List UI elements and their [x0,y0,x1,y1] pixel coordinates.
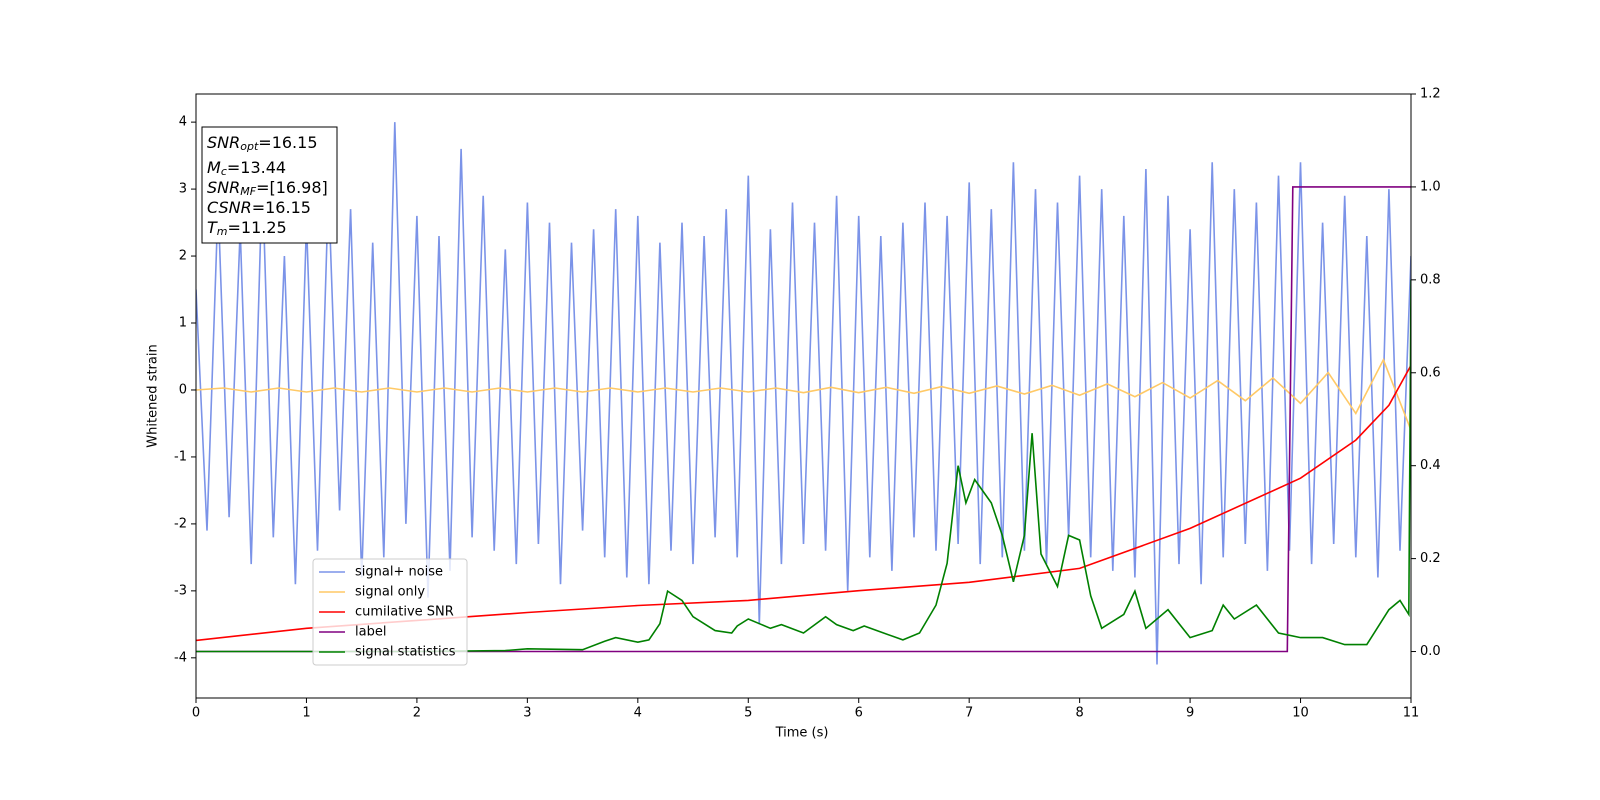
y2-tick-label: 0.0 [1420,644,1441,659]
legend-label: signal+ noise [355,565,443,580]
annotation: CSNR=16.15 [207,198,311,217]
x-tick-label: 3 [523,706,531,721]
y2-tick-label: 0.6 [1420,365,1441,380]
series-line [196,122,1411,665]
x-tick-label: 9 [1186,706,1194,721]
x-tick-label: 6 [855,706,863,721]
series-line [196,279,1411,653]
x-tick-label: 10 [1292,706,1309,721]
y-tick-label: 1 [179,316,187,331]
y2-tick-label: 1.0 [1420,179,1441,194]
x-tick-label: 4 [634,706,642,721]
annotation-text: =16.15 [258,133,317,152]
legend-label: label [355,625,386,640]
y-tick-label: -1 [174,449,187,464]
y-axis-label: Whitened strain [146,344,161,447]
legend-label: signal only [355,585,425,600]
annotation-text: =13.44 [227,158,286,177]
y-tick-label: 4 [179,115,187,130]
series-line [196,186,1411,653]
x-tick-label: 0 [192,706,200,721]
annotation-symbol: SNR [207,178,240,197]
annotation-subscript: m [217,225,228,238]
x-tick-label: 2 [413,706,421,721]
legend-label: cumilative SNR [355,605,454,620]
y-tick-label: 0 [179,382,187,397]
y-tick-label: 2 [179,249,187,264]
annotation-subscript: c [221,165,227,178]
y-tick-label: -2 [174,516,187,531]
y-tick-label: -3 [174,583,187,598]
y2-tick-label: 0.4 [1420,458,1441,473]
legend-label: signal statistics [355,645,456,660]
x-tick-label: 8 [1075,706,1083,721]
annotation-symbol: SNR [207,133,240,152]
annotation-subscript: opt [240,140,259,153]
x-axis-label: Time (s) [775,726,829,741]
annotation-text: =11.25 [228,218,287,237]
annotation-symbol: CSNR [207,198,252,217]
legend-box [312,558,468,666]
annotation-box [201,126,338,244]
x-tick-label: 7 [965,706,973,721]
annotation: SNRopt=16.15 [207,133,318,154]
annotation-subscript: MF [240,185,256,198]
y-tick-label: -4 [174,650,187,665]
x-tick-label: 1 [302,706,310,721]
y2-tick-label: 0.8 [1420,272,1441,287]
y2-tick-label: 1.2 [1420,87,1441,102]
y2-tick-label: 0.2 [1420,551,1441,566]
annotation-symbol: T [207,218,218,237]
plot-frame [195,93,1412,699]
annotation-symbol: M [207,158,221,177]
annotation-text: =[16.98] [256,178,328,197]
x-tick-label: 5 [744,706,752,721]
annotation: Tm=11.25 [207,218,287,239]
annotation: SNRMF=[16.98] [207,178,328,199]
y-tick-label: 3 [179,182,187,197]
annotation: Mc=13.44 [207,158,286,179]
x-tick-label: 11 [1403,706,1420,721]
annotation-text: =16.15 [252,198,311,217]
series-line [196,357,1411,431]
